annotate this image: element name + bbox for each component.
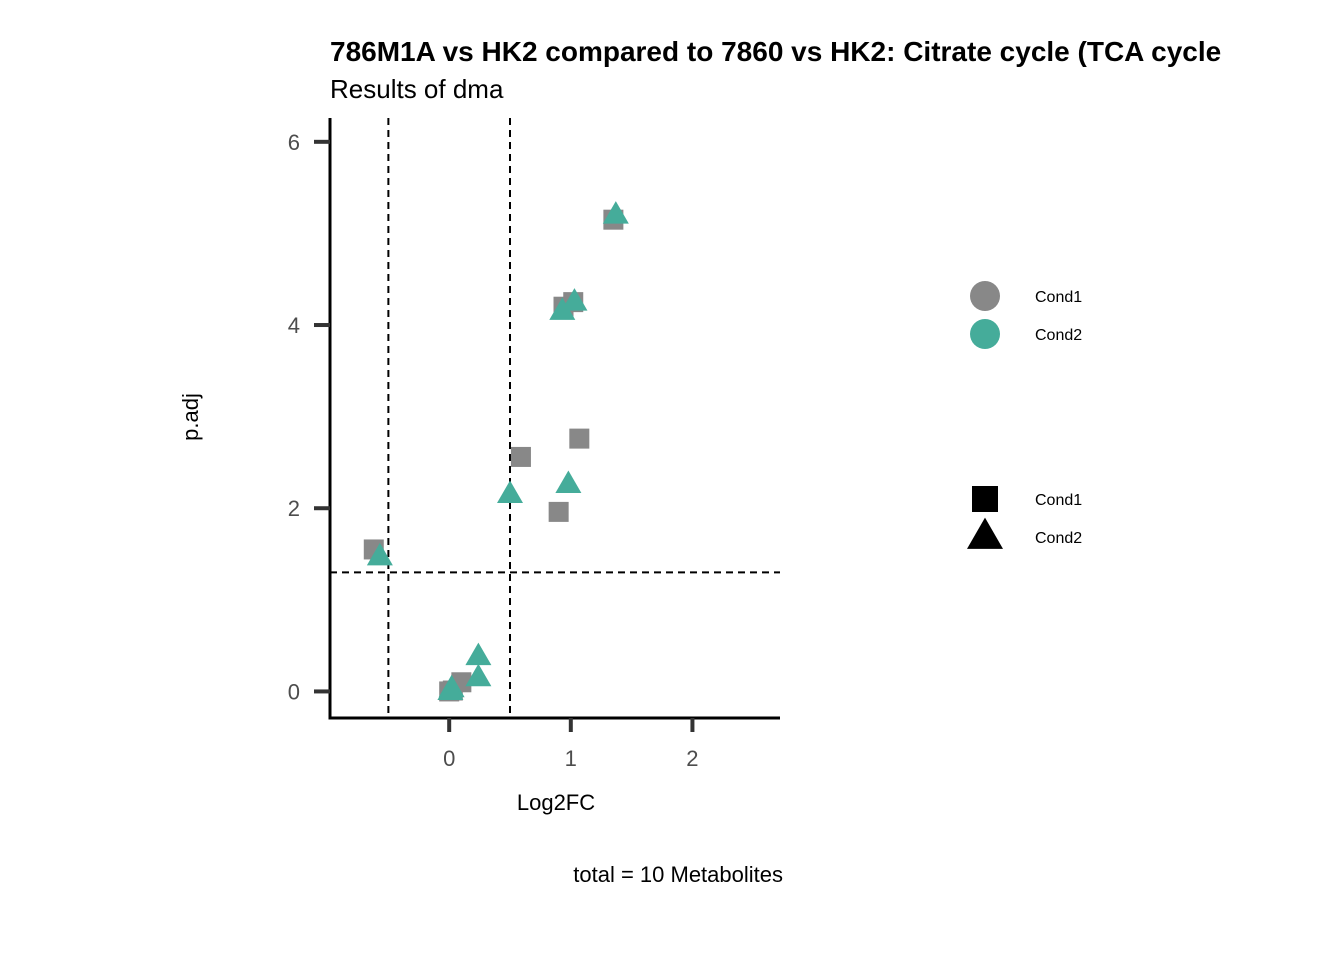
- threshold-lines: [330, 118, 780, 718]
- x-tick-label-0: 0: [443, 746, 455, 771]
- legend-color-key-cond1: [970, 281, 1000, 311]
- data-points: [363, 201, 629, 702]
- legend-color-label-cond2: Cond2: [1035, 327, 1082, 344]
- point-cond1-6: [548, 501, 569, 522]
- caption: total = 10 Metabolites: [573, 862, 783, 887]
- y-tick-label-2: 2: [288, 496, 300, 521]
- point-cond2-4: [555, 470, 582, 493]
- x-tick-label-2: 2: [686, 746, 698, 771]
- point-cond1-5: [510, 446, 531, 467]
- legend-color-label-cond1: Cond1: [1035, 289, 1082, 306]
- point-cond2-10: [437, 677, 464, 700]
- axes: 0 1 2 0 2 4 6: [288, 118, 780, 771]
- y-tick-label-0: 0: [288, 679, 300, 704]
- point-cond2-2: [561, 288, 588, 311]
- legend-color-key-cond2: [970, 319, 1000, 349]
- legend: Cond1 Cond2 Cond1 Cond2: [967, 281, 1082, 549]
- point-cond2-5: [497, 480, 523, 504]
- y-tick-label-6: 6: [288, 130, 300, 155]
- y-axis-title: p.adj: [178, 393, 203, 441]
- point-cond2-8: [465, 663, 492, 687]
- chart-title: 786M1A vs HK2 compared to 7860 vs HK2: C…: [330, 36, 1221, 67]
- point-cond2-1: [602, 201, 629, 224]
- chart-subtitle: Results of dma: [330, 74, 504, 104]
- point-cond2-6: [366, 542, 393, 566]
- legend-shape-key-cond1: [972, 486, 998, 512]
- x-axis-title: Log2FC: [517, 790, 595, 815]
- legend-shape-key-cond2: [967, 517, 1003, 549]
- y-tick-label-4: 4: [288, 313, 300, 338]
- legend-shape-label-cond1: Cond1: [1035, 492, 1082, 509]
- x-tick-label-1: 1: [565, 746, 577, 771]
- legend-shape-label-cond2: Cond2: [1035, 530, 1082, 547]
- point-cond2-7: [465, 642, 492, 666]
- point-cond2-3: [549, 297, 576, 320]
- point-cond1-4: [569, 428, 590, 449]
